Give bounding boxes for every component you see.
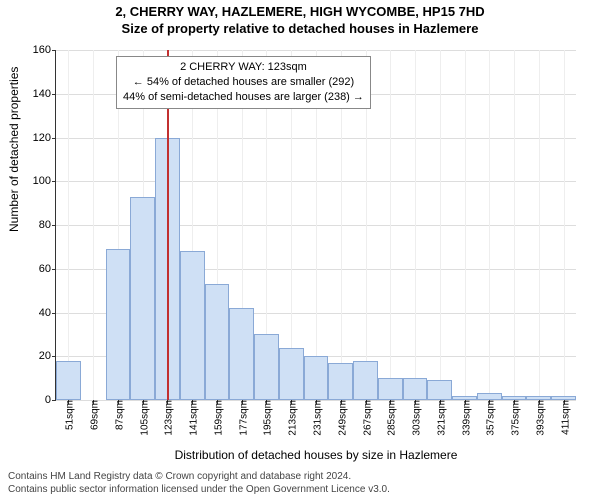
histogram-bar	[403, 378, 428, 400]
x-tick-label: 177sqm	[234, 400, 249, 436]
y-tick-label: 160	[33, 44, 56, 56]
histogram-bar	[502, 396, 527, 400]
histogram-bar	[130, 197, 155, 400]
y-tick-label: 40	[39, 307, 56, 319]
y-axis-label: Number of detached properties	[7, 67, 21, 232]
grid-line-v	[93, 50, 94, 400]
histogram-bar	[526, 396, 551, 400]
x-tick-label: 411sqm	[556, 400, 571, 435]
x-tick-label: 87sqm	[110, 400, 125, 430]
chart-container: 2, CHERRY WAY, HAZLEMERE, HIGH WYCOMBE, …	[0, 0, 600, 500]
grid-line-v	[415, 50, 416, 400]
x-tick-label: 249sqm	[333, 400, 348, 436]
histogram-bar	[180, 251, 205, 400]
x-tick-label: 267sqm	[358, 400, 373, 436]
histogram-bar	[229, 308, 254, 400]
y-tick-label: 100	[33, 175, 56, 187]
x-tick-label: 213sqm	[284, 400, 299, 436]
x-tick-label: 159sqm	[209, 400, 224, 436]
x-tick-label: 105sqm	[135, 400, 150, 436]
x-tick-label: 393sqm	[531, 400, 546, 436]
x-axis-label: Distribution of detached houses by size …	[56, 448, 576, 462]
y-tick-label: 120	[33, 132, 56, 144]
x-tick-label: 141sqm	[185, 400, 200, 436]
y-tick-label: 0	[45, 394, 56, 406]
chart-plot-area: Number of detached properties Distributi…	[55, 50, 576, 401]
histogram-bar	[304, 356, 329, 400]
x-tick-label: 285sqm	[383, 400, 398, 436]
y-tick-label: 60	[39, 263, 56, 275]
histogram-bar	[106, 249, 131, 400]
histogram-bar	[279, 348, 304, 401]
x-tick-label: 195sqm	[259, 400, 274, 436]
x-tick-label: 51sqm	[61, 400, 76, 430]
title-line2: Size of property relative to detached ho…	[0, 21, 600, 38]
histogram-bar	[551, 396, 576, 400]
grid-line-v	[514, 50, 515, 400]
grid-line-v	[539, 50, 540, 400]
histogram-bar	[477, 393, 502, 400]
footer: Contains HM Land Registry data © Crown c…	[8, 471, 390, 496]
histogram-bar	[452, 396, 477, 400]
y-tick-label: 20	[39, 350, 56, 362]
grid-line-v	[489, 50, 490, 400]
x-tick-label: 357sqm	[482, 400, 497, 436]
title-line1: 2, CHERRY WAY, HAZLEMERE, HIGH WYCOMBE, …	[0, 4, 600, 21]
grid-line-v	[465, 50, 466, 400]
histogram-bar	[427, 380, 452, 400]
footer-line1: Contains HM Land Registry data © Crown c…	[8, 471, 390, 484]
histogram-bar	[353, 361, 378, 400]
grid-line-v	[68, 50, 69, 400]
y-tick-label: 140	[33, 88, 56, 100]
x-tick-label: 69sqm	[86, 400, 101, 430]
grid-line-v	[390, 50, 391, 400]
histogram-bar	[205, 284, 230, 400]
x-tick-label: 339sqm	[457, 400, 472, 436]
x-tick-label: 375sqm	[507, 400, 522, 436]
histogram-bar	[378, 378, 403, 400]
title-block: 2, CHERRY WAY, HAZLEMERE, HIGH WYCOMBE, …	[0, 0, 600, 38]
histogram-bar	[56, 361, 81, 400]
callout-line: 2 CHERRY WAY: 123sqm	[123, 60, 364, 75]
x-tick-label: 123sqm	[160, 400, 175, 436]
grid-line-v	[564, 50, 565, 400]
footer-line2: Contains public sector information licen…	[8, 484, 390, 497]
grid-line-v	[440, 50, 441, 400]
histogram-bar	[254, 334, 279, 400]
callout-line: ← 54% of detached houses are smaller (29…	[123, 75, 364, 90]
x-tick-label: 321sqm	[432, 400, 447, 436]
x-tick-label: 303sqm	[408, 400, 423, 436]
callout-line: 44% of semi-detached houses are larger (…	[123, 90, 364, 105]
histogram-bar	[328, 363, 353, 400]
y-tick-label: 80	[39, 219, 56, 231]
callout-box: 2 CHERRY WAY: 123sqm← 54% of detached ho…	[116, 56, 371, 109]
x-tick-label: 231sqm	[309, 400, 324, 436]
